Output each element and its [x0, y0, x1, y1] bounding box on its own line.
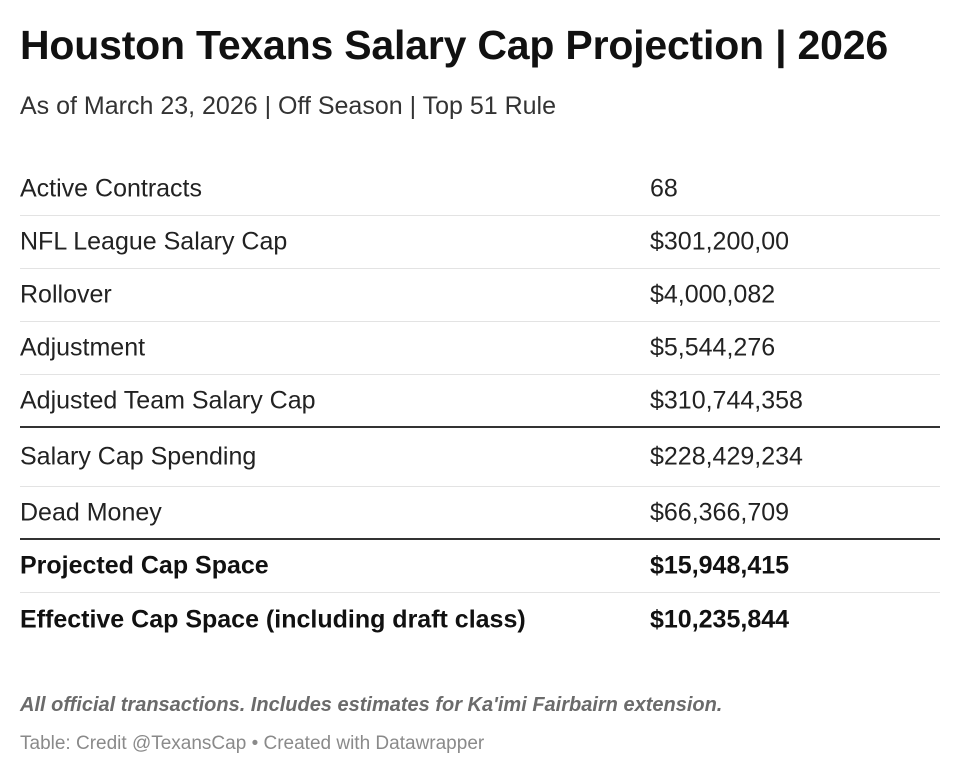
- row-label: Effective Cap Space (including draft cla…: [20, 605, 526, 633]
- row-value: $15,948,415: [650, 551, 790, 580]
- row-label: Salary Cap Spending: [20, 442, 257, 471]
- table-row-effective-cap-space: Effective Cap Space (including draft cla…: [20, 593, 940, 646]
- row-label: Active Contracts: [20, 174, 203, 203]
- table-row-cap-spending: Salary Cap Spending $228,429,234: [20, 428, 940, 487]
- row-label: Adjusted Team Salary Cap: [20, 386, 316, 414]
- row-value: $5,544,276: [650, 333, 776, 362]
- page-subtitle: As of March 23, 2026 | Off Season | Top …: [20, 92, 556, 120]
- row-label: Rollover: [20, 280, 112, 309]
- row-value: $66,366,709: [650, 498, 790, 526]
- table-row-rollover: Rollover $4,000,082: [20, 269, 940, 322]
- row-label: Adjustment: [20, 333, 146, 362]
- row-value: 68: [650, 174, 678, 203]
- table-row-league-salary-cap: NFL League Salary Cap $301,200,00: [20, 216, 940, 269]
- row-value: $301,200,00: [650, 227, 790, 256]
- table-row-projected-cap-space: Projected Cap Space $15,948,415: [20, 540, 940, 593]
- row-value: $228,429,234: [650, 442, 803, 471]
- table-row-adjustment: Adjustment $5,544,276: [20, 322, 940, 375]
- salary-cap-table: Active Contracts 68 NFL League Salary Ca…: [20, 163, 940, 646]
- row-label: NFL League Salary Cap: [20, 227, 288, 256]
- row-label: Projected Cap Space: [20, 551, 269, 580]
- row-value: $4,000,082: [650, 280, 776, 309]
- table-row-adjusted-team-cap: Adjusted Team Salary Cap $310,744,358: [20, 375, 940, 428]
- source-credit: Table: Credit @TexansCap • Created with …: [20, 733, 485, 754]
- row-value: $310,744,358: [650, 386, 803, 414]
- row-value: $10,235,844: [650, 605, 790, 633]
- table-notes: All official transactions. Includes esti…: [20, 694, 723, 716]
- row-label: Dead Money: [20, 498, 162, 526]
- page-title: Houston Texans Salary Cap Projection | 2…: [20, 22, 888, 68]
- table-row-active-contracts: Active Contracts 68: [20, 163, 940, 216]
- table-row-dead-money: Dead Money $66,366,709: [20, 487, 940, 540]
